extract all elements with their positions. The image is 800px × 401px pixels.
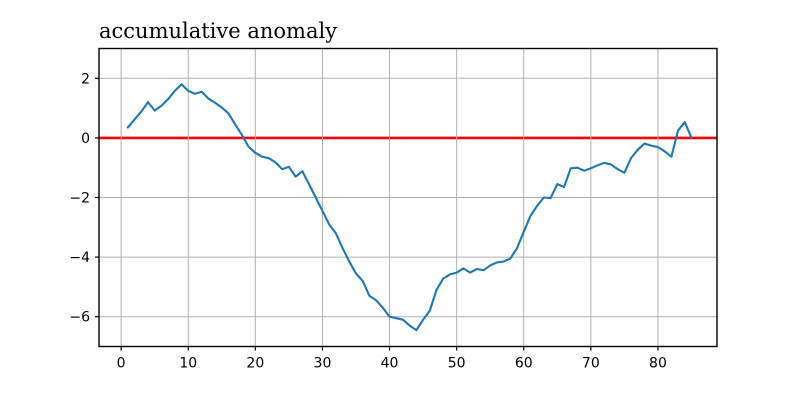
x-tick-label: 30 bbox=[314, 356, 332, 372]
x-tick-label: 20 bbox=[246, 356, 264, 372]
x-tick-label: 60 bbox=[515, 356, 533, 372]
x-tick-label: 70 bbox=[582, 356, 600, 372]
y-tick-label: −2 bbox=[69, 191, 90, 207]
y-tick-label: 0 bbox=[81, 131, 90, 147]
x-tick-label: 80 bbox=[649, 356, 667, 372]
y-tick-label: 2 bbox=[81, 71, 90, 87]
y-tick-label: −6 bbox=[69, 310, 90, 326]
y-tick-label: −4 bbox=[69, 250, 90, 266]
anomaly-series-line bbox=[126, 83, 693, 332]
x-tick-label: 40 bbox=[381, 356, 399, 372]
x-tick-label: 10 bbox=[179, 356, 197, 372]
chart-title: accumulative anomaly bbox=[99, 19, 338, 43]
x-tick-label: 0 bbox=[117, 356, 126, 372]
x-tick-label: 50 bbox=[448, 356, 466, 372]
